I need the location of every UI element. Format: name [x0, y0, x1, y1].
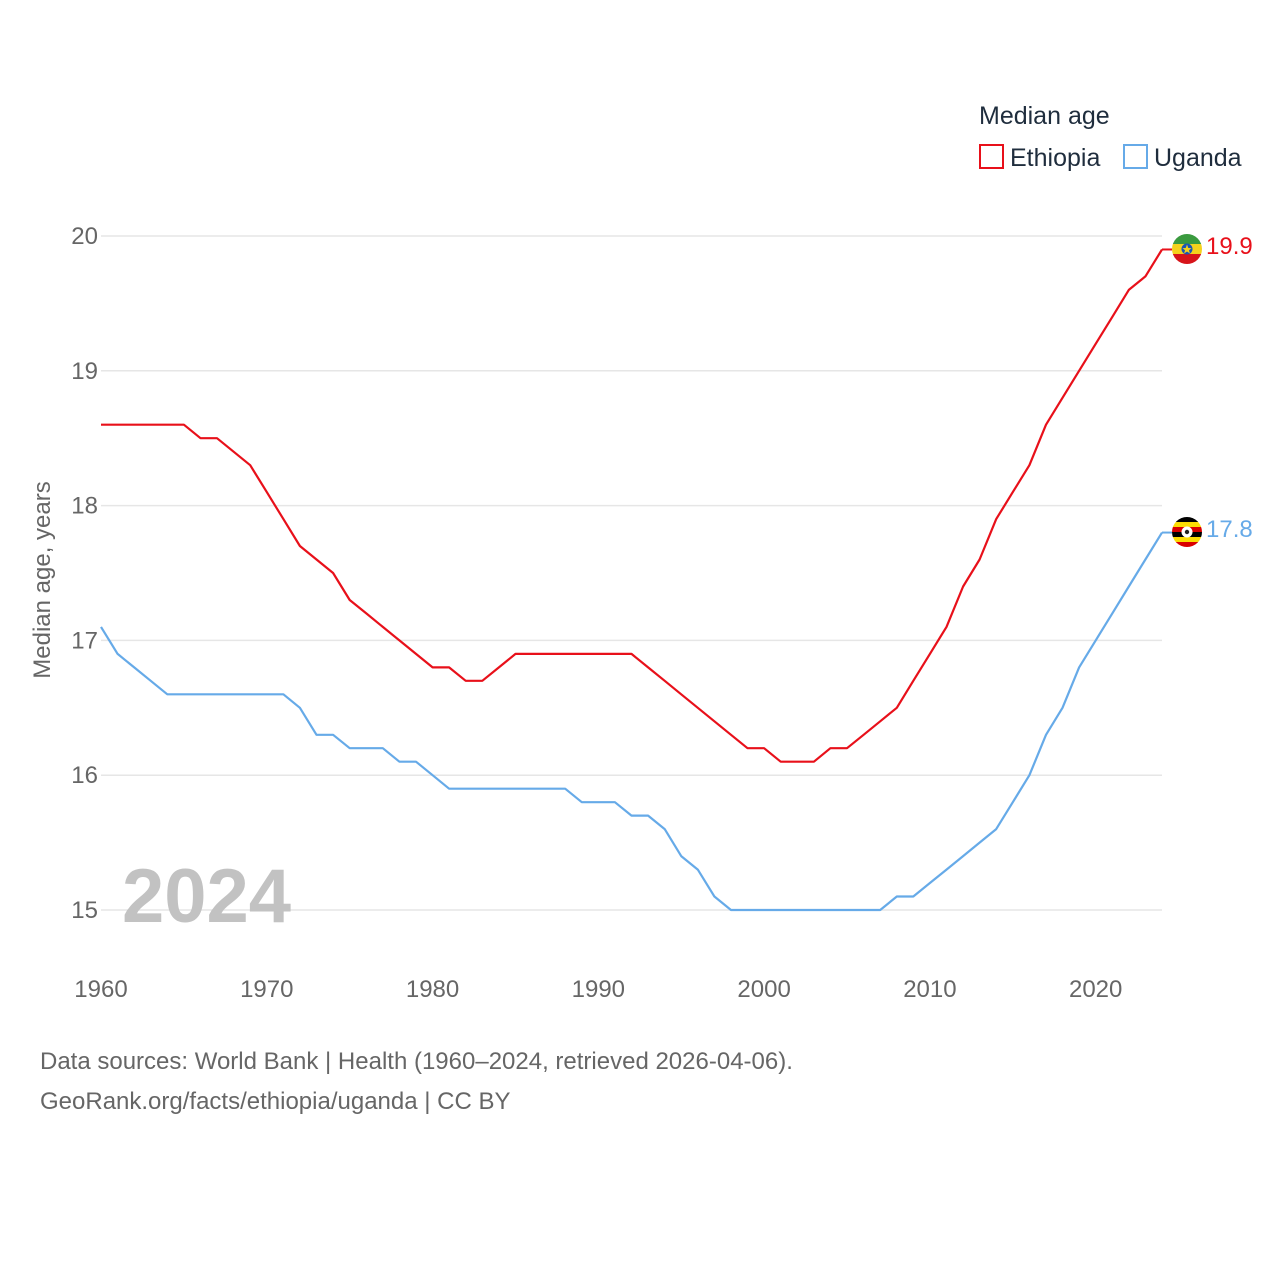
legend-title: Median age: [979, 102, 1110, 130]
x-tick-label-1990: 1990: [572, 976, 625, 1003]
legend-item-ethiopia[interactable]: Ethiopia: [979, 144, 1100, 172]
y-tick-label-20: 20: [71, 223, 98, 250]
ethiopia-flag-icon: [1172, 234, 1202, 264]
y-tick-label-18: 18: [71, 493, 98, 520]
x-tick-label-2020: 2020: [1069, 976, 1122, 1003]
x-tick-label-2010: 2010: [903, 976, 956, 1003]
y-tick-label-15: 15: [71, 897, 98, 924]
series-lines: [100, 248, 1163, 912]
x-tick-label-1980: 1980: [406, 976, 459, 1003]
credit-link[interactable]: GeoRank.org/facts/ethiopia/uganda | CC B…: [40, 1088, 511, 1115]
y-tick-label-17: 17: [71, 627, 98, 654]
year-watermark: 2024: [122, 854, 291, 939]
ethiopia-end-value-label: 19.9: [1206, 233, 1253, 260]
x-tick-label-2000: 2000: [737, 976, 790, 1003]
y-tick-label-19: 19: [71, 358, 98, 385]
gridlines: [101, 235, 1162, 911]
series-line-uganda[interactable]: [100, 532, 1163, 912]
y-axis-label: Median age, years: [29, 481, 56, 678]
x-axis-ticks: 1960 1970 1980 1990 2000 2010 2020: [74, 976, 1122, 1003]
legend-swatch-ethiopia: [979, 144, 1004, 169]
footer: Data sources: World Bank | Health (1960–…: [40, 1042, 793, 1122]
data-sources-text: Data sources: World Bank | Health (1960–…: [40, 1048, 793, 1075]
legend-swatch-uganda: [1123, 144, 1148, 169]
x-tick-label-1970: 1970: [240, 976, 293, 1003]
legend-item-uganda[interactable]: Uganda: [1123, 144, 1242, 172]
y-tick-label-16: 16: [71, 762, 98, 789]
uganda-flag-icon: [1172, 517, 1202, 547]
legend-label-uganda: Uganda: [1154, 144, 1242, 172]
y-axis-ticks: 15 16 17 18 19 20: [71, 223, 98, 924]
uganda-end-value-label: 17.8: [1206, 516, 1253, 543]
series-end-markers: [1162, 248, 1172, 534]
legend: Median age Ethiopia Uganda: [979, 102, 1242, 172]
median-age-chart: 15 16 17 18 19 20 1960 1970 1980 1990 2000 2010 202…: [29, 102, 1253, 1003]
legend-label-ethiopia: Ethiopia: [1010, 144, 1100, 172]
series-line-ethiopia[interactable]: [101, 248, 1163, 763]
x-tick-label-1960: 1960: [74, 976, 127, 1003]
